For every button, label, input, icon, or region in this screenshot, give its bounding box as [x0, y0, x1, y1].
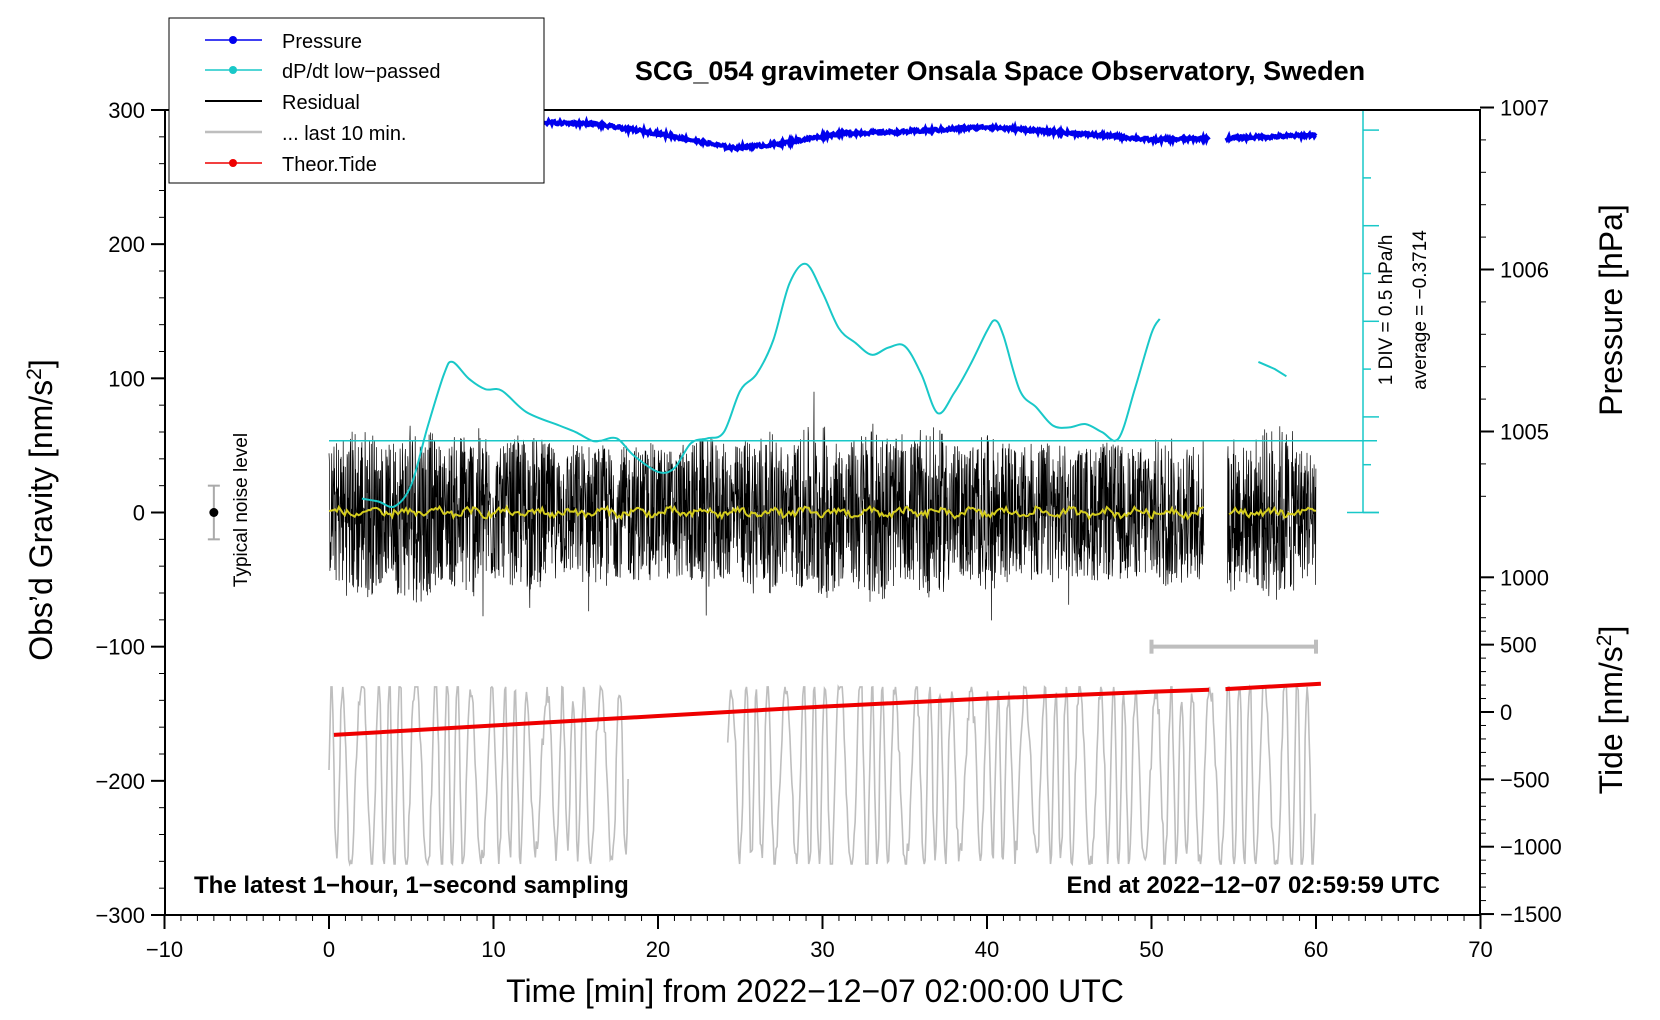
- pressure-tick-label: 1006: [1500, 258, 1549, 283]
- series-last10-line: [328, 684, 1316, 867]
- x-tick-label: 40: [975, 937, 999, 962]
- series-tide-line: [333, 687, 1210, 737]
- sampling-note: The latest 1−hour, 1−second sampling: [194, 872, 629, 899]
- legend-label-last10: ... last 10 min.: [282, 123, 407, 145]
- tide-tick-label: 1000: [1500, 565, 1549, 590]
- x-tick-label: 60: [1304, 937, 1328, 962]
- legend-label-dpdt: dP/dt low−passed: [282, 61, 440, 83]
- x-axis-label: Time [min] from 2022−12−07 02:00:00 UTC: [506, 973, 1124, 1009]
- tide-tick-label: 0: [1500, 700, 1512, 725]
- y-axis-label-tide: Tide [nm/s2]: [1593, 626, 1629, 795]
- x-tick-label: 30: [810, 937, 834, 962]
- legend-dot-tide: [229, 159, 237, 167]
- y-tick-label: 0: [133, 501, 145, 526]
- y-tick-label: −200: [95, 769, 145, 794]
- pressure-tick-label: 1005: [1500, 420, 1549, 445]
- y-tick-label: 200: [108, 232, 145, 257]
- x-tick-label: 0: [323, 937, 335, 962]
- y-tick-label: −300: [95, 903, 145, 928]
- legend-label-pressure: Pressure: [282, 31, 362, 53]
- x-tick-label: 20: [646, 937, 670, 962]
- x-tick-label: 70: [1468, 937, 1492, 962]
- plot-data: [207, 98, 1377, 867]
- div-label: 1 DIV = 0.5 hPa/h: [1376, 235, 1397, 386]
- x-tick-label: 50: [1139, 937, 1163, 962]
- series-residual-line: [328, 391, 1317, 621]
- legend-dot-dpdt: [229, 66, 237, 74]
- legend-label-tide: Theor.Tide: [282, 154, 377, 176]
- legend-label-residual: Residual: [282, 92, 360, 114]
- legend-dot-pressure: [229, 36, 237, 44]
- series-dpdt-line: [361, 262, 1161, 508]
- tide-tick-label: −1500: [1500, 902, 1562, 927]
- noise-dot: [209, 508, 219, 517]
- pressure-tick-label: 1007: [1500, 96, 1549, 121]
- legend: Pressure dP/dt low−passed Residual ... l…: [168, 17, 545, 184]
- chart-title: SCG_054 gravimeter Onsala Space Observat…: [635, 56, 1365, 86]
- end-time-note: End at 2022−12−07 02:59:59 UTC: [1066, 872, 1440, 899]
- x-tick-label: 10: [481, 937, 505, 962]
- noise-label: Typical noise level: [231, 433, 252, 587]
- y-tick-label: 300: [108, 98, 145, 123]
- y-tick-label: −100: [95, 635, 145, 660]
- series-dpdt-tail: [1258, 360, 1287, 378]
- x-tick-label: −10: [146, 937, 183, 962]
- series-tide-line-2: [1225, 681, 1322, 692]
- average-label: average = −0.3714: [1410, 230, 1431, 390]
- axes: −10 0 10 20 30 40 50 60 703002001000−100−200−300…: [95, 96, 1562, 963]
- series-residual-smooth: [328, 504, 1317, 521]
- y-axis-label-pressure: Pressure [hPa]: [1593, 204, 1629, 416]
- tide-tick-label: −500: [1500, 767, 1550, 792]
- y-axis-label-left: Obs’d Gravity [nm/s2]: [23, 359, 59, 661]
- tide-tick-label: 500: [1500, 633, 1537, 658]
- y-tick-label: 100: [108, 366, 145, 391]
- tide-tick-label: −1000: [1500, 835, 1562, 860]
